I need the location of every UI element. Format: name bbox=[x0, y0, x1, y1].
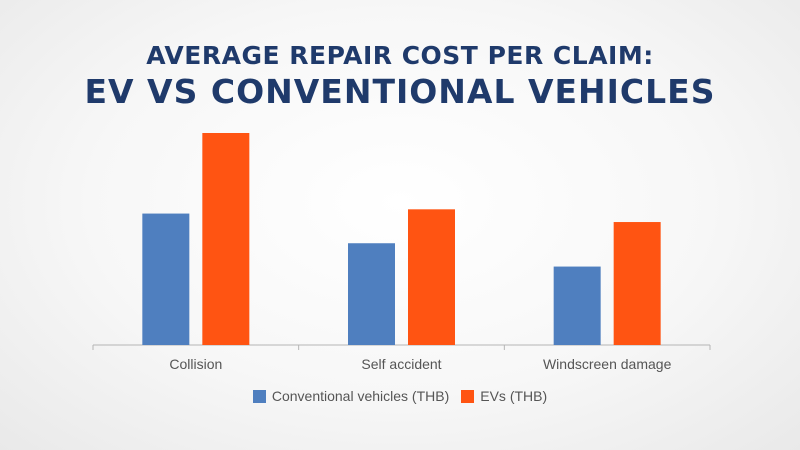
bar-ev-windscreen-damage bbox=[613, 222, 661, 345]
bar-conventional-collision bbox=[142, 213, 190, 345]
legend-label-conventional: Conventional vehicles (THB) bbox=[271, 388, 450, 404]
bar-ev-self-accident bbox=[408, 209, 455, 345]
x-tick-label: Collision bbox=[169, 356, 222, 372]
chart-legend: Conventional vehicles (THB) EVs (THB) bbox=[0, 388, 800, 404]
bar-conventional-windscreen-damage bbox=[553, 266, 601, 345]
legend-swatch-conventional bbox=[252, 389, 266, 403]
chart-title-line1: AVERAGE REPAIR COST PER CLAIM: bbox=[146, 41, 654, 70]
bar-ev-collision bbox=[202, 133, 250, 345]
chart-title-line2: EV VS CONVENTIONAL VEHICLES bbox=[84, 72, 716, 111]
legend-swatch-ev bbox=[461, 389, 475, 403]
x-tick-label: Self accident bbox=[361, 356, 441, 372]
legend-item-conventional: Conventional vehicles (THB) bbox=[252, 388, 450, 404]
legend-item-ev: EVs (THB) bbox=[461, 388, 547, 404]
chart-title: AVERAGE REPAIR COST PER CLAIM: EV VS CON… bbox=[0, 40, 800, 112]
x-tick-label: Windscreen damage bbox=[543, 356, 672, 372]
bar-conventional-self-accident bbox=[348, 243, 395, 345]
legend-label-ev: EVs (THB) bbox=[480, 388, 548, 404]
